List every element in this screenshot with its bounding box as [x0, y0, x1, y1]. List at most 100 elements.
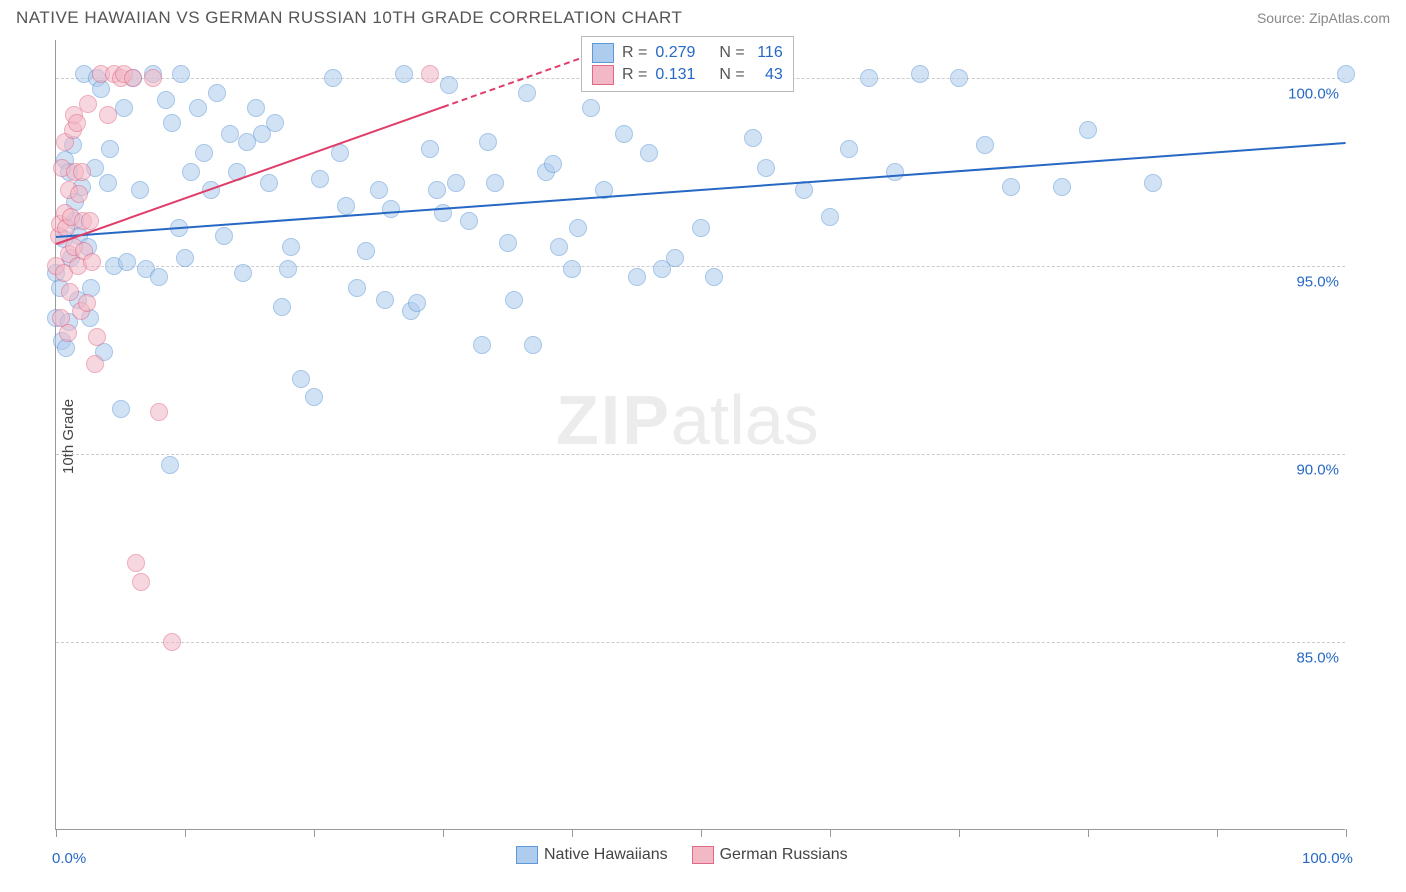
data-point	[61, 283, 79, 301]
x-tick-label: 0.0%	[52, 850, 86, 867]
x-tick	[185, 829, 186, 837]
legend-item: German Russians	[692, 846, 848, 864]
y-tick-label: 90.0%	[1296, 461, 1339, 478]
r-label: R =	[622, 66, 647, 84]
x-tick	[1217, 829, 1218, 837]
x-tick	[443, 829, 444, 837]
data-point	[550, 238, 568, 256]
x-tick	[959, 829, 960, 837]
data-point	[118, 253, 136, 271]
data-point	[860, 69, 878, 87]
source-label: Source: ZipAtlas.com	[1257, 10, 1390, 26]
data-point	[705, 268, 723, 286]
data-point	[840, 140, 858, 158]
legend-swatch	[692, 846, 714, 864]
r-label: R =	[622, 44, 647, 62]
y-tick-label: 100.0%	[1288, 85, 1339, 102]
data-point	[615, 125, 633, 143]
legend-item: Native Hawaiians	[516, 846, 668, 864]
data-point	[101, 140, 119, 158]
data-point	[505, 291, 523, 309]
correlation-legend: R = 0.279 N = 116 R = 0.131 N = 43	[581, 36, 794, 92]
data-point	[950, 69, 968, 87]
chart-title: NATIVE HAWAIIAN VS GERMAN RUSSIAN 10TH G…	[16, 8, 682, 28]
data-point	[408, 294, 426, 312]
data-point	[337, 197, 355, 215]
data-point	[821, 208, 839, 226]
n-value: 43	[753, 66, 783, 84]
watermark: ZIPatlas	[556, 380, 819, 460]
data-point	[357, 242, 375, 260]
data-point	[1337, 65, 1355, 83]
data-point	[376, 291, 394, 309]
data-point	[176, 249, 194, 267]
data-point	[563, 260, 581, 278]
data-point	[247, 99, 265, 117]
x-tick	[56, 829, 57, 837]
legend-row: R =0.279N =116	[592, 43, 783, 63]
n-label: N =	[719, 66, 744, 84]
data-point	[305, 388, 323, 406]
data-point	[131, 181, 149, 199]
data-point	[421, 65, 439, 83]
data-point	[73, 163, 91, 181]
y-tick-label: 85.0%	[1296, 649, 1339, 666]
data-point	[115, 99, 133, 117]
data-point	[1053, 178, 1071, 196]
scatter-plot: ZIPatlas 85.0%90.0%95.0%100.0%0.0%100.0%…	[55, 40, 1345, 830]
data-point	[127, 554, 145, 572]
data-point	[518, 84, 536, 102]
data-point	[234, 264, 252, 282]
data-point	[215, 227, 233, 245]
r-value: 0.279	[655, 44, 695, 62]
data-point	[886, 163, 904, 181]
data-point	[499, 234, 517, 252]
x-tick	[572, 829, 573, 837]
gridline	[56, 642, 1345, 643]
data-point	[428, 181, 446, 199]
x-tick	[1346, 829, 1347, 837]
data-point	[757, 159, 775, 177]
data-point	[279, 260, 297, 278]
data-point	[479, 133, 497, 151]
data-point	[473, 336, 491, 354]
data-point	[440, 76, 458, 94]
data-point	[348, 279, 366, 297]
data-point	[266, 114, 284, 132]
legend-row: R = 0.131 N = 43	[592, 65, 783, 85]
data-point	[88, 328, 106, 346]
data-point	[292, 370, 310, 388]
data-point	[666, 249, 684, 267]
data-point	[70, 185, 88, 203]
legend-swatch	[516, 846, 538, 864]
data-point	[208, 84, 226, 102]
data-point	[112, 400, 130, 418]
x-tick	[701, 829, 702, 837]
data-point	[395, 65, 413, 83]
data-point	[911, 65, 929, 83]
data-point	[370, 181, 388, 199]
data-point	[447, 174, 465, 192]
data-point	[68, 114, 86, 132]
data-point	[421, 140, 439, 158]
x-tick	[830, 829, 831, 837]
data-point	[99, 106, 117, 124]
legend-swatch	[592, 43, 614, 63]
data-point	[640, 144, 658, 162]
data-point	[692, 219, 710, 237]
data-point	[221, 125, 239, 143]
data-point	[311, 170, 329, 188]
data-point	[157, 91, 175, 109]
x-tick	[314, 829, 315, 837]
data-point	[144, 69, 162, 87]
gridline	[56, 454, 1345, 455]
r-value: 0.131	[655, 66, 695, 84]
data-point	[132, 573, 150, 591]
legend-swatch	[592, 65, 614, 85]
data-point	[81, 212, 99, 230]
data-point	[182, 163, 200, 181]
data-point	[1002, 178, 1020, 196]
n-value: 116	[753, 44, 783, 62]
data-point	[195, 144, 213, 162]
data-point	[569, 219, 587, 237]
